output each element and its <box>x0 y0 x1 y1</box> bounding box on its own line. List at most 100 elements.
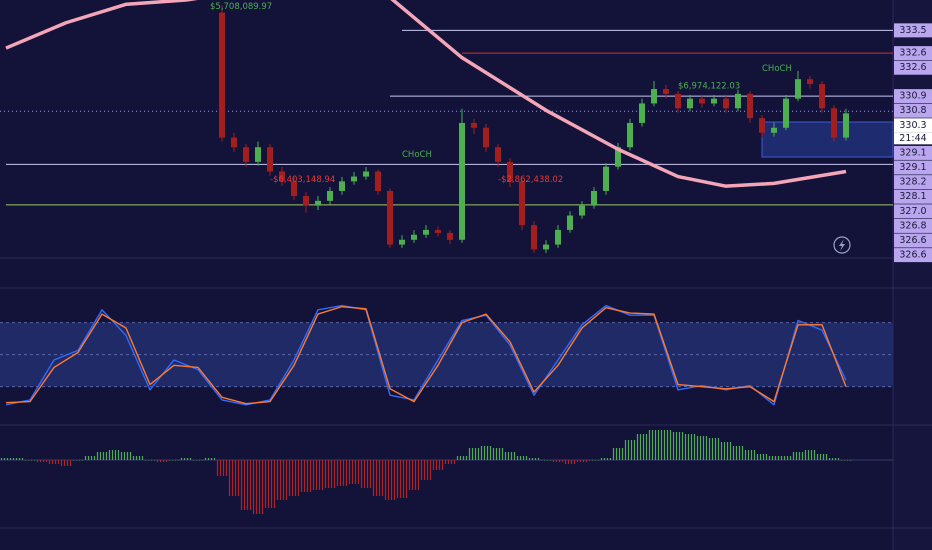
histogram-bar <box>342 460 345 486</box>
histogram-bar <box>837 458 840 460</box>
histogram-bar <box>606 458 609 460</box>
histogram-bar <box>459 456 462 460</box>
histogram-bar <box>12 458 15 460</box>
price-label-box <box>894 118 932 133</box>
candle-body <box>555 229 561 245</box>
histogram-bar <box>348 460 351 484</box>
histogram-bar <box>507 452 510 460</box>
histogram-bar <box>612 448 615 460</box>
histogram-bar <box>591 460 594 461</box>
candle-body <box>831 108 837 138</box>
histogram-bar <box>492 448 495 460</box>
histogram-bar <box>762 454 765 460</box>
histogram-bar <box>252 460 255 514</box>
histogram-bar <box>846 460 849 461</box>
histogram-bar <box>138 456 141 460</box>
histogram-bar <box>267 460 270 508</box>
histogram-bar <box>708 438 711 460</box>
price-label: 329.1 <box>899 147 926 158</box>
histogram-bar <box>255 460 258 514</box>
histogram-bar <box>816 454 819 460</box>
candle-body <box>231 137 237 148</box>
histogram-bar <box>495 448 498 460</box>
price-label-box <box>894 204 932 219</box>
histogram-bar <box>243 460 246 510</box>
histogram-bar <box>360 460 363 488</box>
histogram-bar <box>744 450 747 460</box>
histogram-bar <box>732 446 735 460</box>
annotation: CHoCH <box>762 64 792 74</box>
histogram-bar <box>282 460 285 500</box>
histogram-bar <box>333 460 336 488</box>
histogram-bar <box>396 460 399 498</box>
histogram-bar <box>714 438 717 460</box>
histogram-bar <box>597 460 600 461</box>
histogram-bar <box>570 460 573 464</box>
price-label: 332.6 <box>899 62 926 73</box>
candle-body <box>711 98 717 104</box>
histogram-bar <box>615 448 618 460</box>
histogram-bar <box>582 460 585 462</box>
candle-body <box>327 190 333 201</box>
price-label: 332.6 <box>899 48 926 59</box>
candle-body <box>303 196 309 206</box>
histogram-bar <box>75 460 78 461</box>
histogram-bar <box>774 456 777 460</box>
histogram-bar <box>786 456 789 460</box>
candle-body <box>615 147 621 167</box>
candle-body <box>687 98 693 109</box>
histogram-bar <box>576 460 579 462</box>
price-label: 326.8 <box>899 220 926 231</box>
candle-body <box>519 181 525 226</box>
histogram-bar <box>609 458 612 460</box>
histogram-bar <box>387 460 390 500</box>
histogram-bar <box>0 458 3 460</box>
histogram-bar <box>618 448 621 460</box>
histogram-bar <box>351 460 354 484</box>
candle-body <box>267 147 273 172</box>
histogram-bar <box>63 460 66 466</box>
histogram-bar <box>285 460 288 500</box>
histogram-bar <box>684 434 687 460</box>
histogram-bar <box>462 456 465 460</box>
histogram-bar <box>627 440 630 460</box>
histogram-bar <box>3 458 6 460</box>
histogram-bar <box>105 452 108 460</box>
histogram-bar <box>828 458 831 460</box>
moving-average <box>5 0 847 188</box>
histogram-bar <box>246 460 249 510</box>
histogram-bar <box>600 458 603 460</box>
histogram-bar <box>678 432 681 460</box>
candle-body <box>459 122 465 240</box>
histogram-bar <box>756 454 759 460</box>
histogram-bar <box>639 434 642 460</box>
histogram-bar <box>504 452 507 460</box>
histogram-bar <box>279 460 282 500</box>
histogram-bar <box>156 460 159 462</box>
histogram-bar <box>174 460 177 461</box>
stoch-line <box>5 304 847 406</box>
annotation: -$2,862,438.02 <box>498 175 563 185</box>
histogram-bar <box>378 460 381 496</box>
stoch-line <box>5 305 847 405</box>
price-axis <box>893 0 932 550</box>
histogram-bar <box>414 460 417 490</box>
time-label: 21:44 <box>899 133 926 144</box>
histogram-bar <box>381 460 384 496</box>
histogram-bar <box>30 460 33 461</box>
candle-body <box>243 147 249 162</box>
histogram-bar <box>195 460 198 461</box>
histogram-bar <box>435 460 438 470</box>
annotation: -$6,403,148.94 <box>270 175 335 185</box>
flash-icon[interactable] <box>833 236 851 254</box>
candle-body <box>819 83 825 109</box>
histogram-bar <box>297 460 300 496</box>
histogram-bar <box>180 458 183 460</box>
histogram-bar <box>150 460 153 461</box>
histogram-bar <box>822 454 825 460</box>
histogram-bar <box>801 452 804 460</box>
histogram-bar <box>549 460 552 461</box>
histogram-bar <box>825 454 828 460</box>
histogram-bar <box>144 460 147 461</box>
